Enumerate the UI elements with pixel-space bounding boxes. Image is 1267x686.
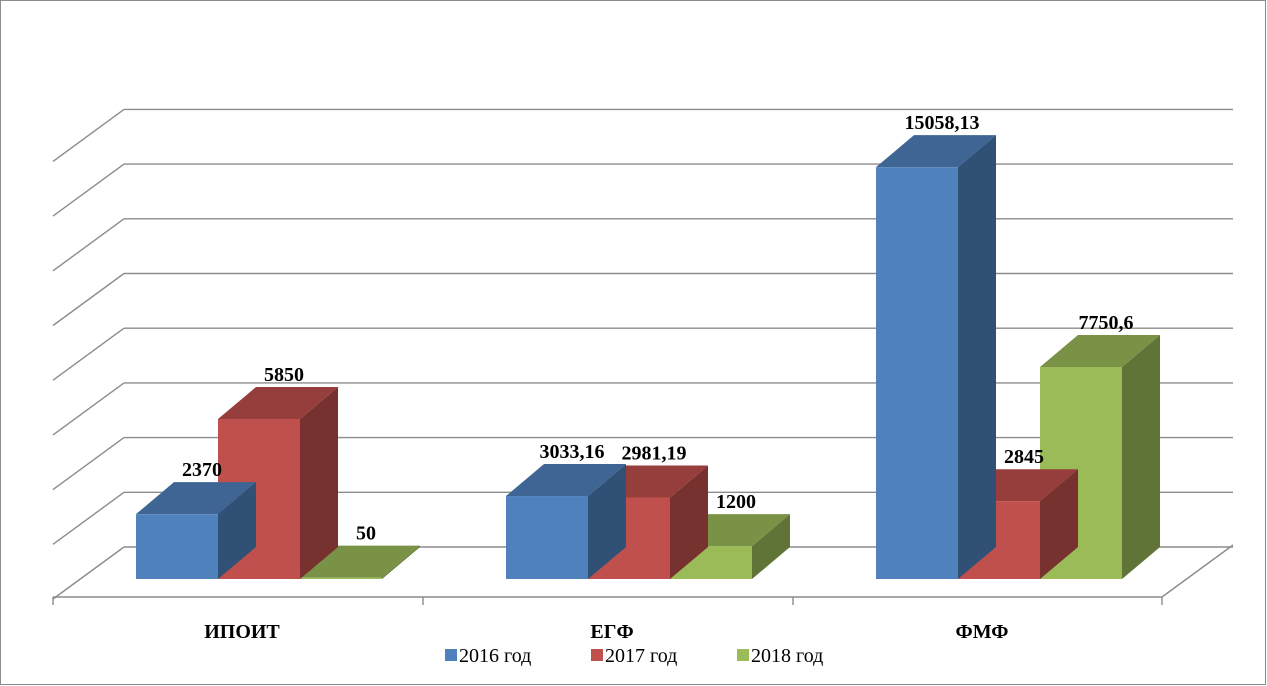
gridline-side <box>52 163 125 217</box>
data-label-2017-год-егф: 2981,19 <box>622 442 687 464</box>
bar-2017-год-ипоит-side <box>300 387 338 579</box>
bar-2016-год-ипоит-top <box>136 482 256 515</box>
gridline-side <box>52 437 125 491</box>
category-label-егф: ЕГФ <box>590 621 633 643</box>
legend: 2016 год 2017 год 2018 год <box>445 645 823 667</box>
category-label-фмф: ФМФ <box>956 621 1009 643</box>
data-label-2017-год-ипоит: 5850 <box>264 364 304 386</box>
bar-2016-год-егф <box>506 496 588 579</box>
bar-2018-год-егф-side <box>752 514 790 579</box>
gridline-side <box>52 327 125 381</box>
data-label-2018-год-ипоит: 50 <box>356 523 376 545</box>
bar-2018-год-ипоит <box>300 577 382 579</box>
bars <box>136 135 1160 579</box>
legend-label-2018-год: 2018 год <box>751 645 823 667</box>
gridline-side <box>52 218 125 272</box>
bar-2016-год-ипоит-side <box>218 482 256 579</box>
data-label-2018-год-фмф: 7750,6 <box>1079 312 1134 334</box>
legend-label-2016-год: 2016 год <box>459 645 531 667</box>
bar-2016-год-егф-side <box>588 464 626 579</box>
category-labels: ИПОИТ ЕГФ ФМФ <box>204 621 1008 643</box>
gridline-side <box>52 491 125 545</box>
bar-2017-год-ипоит-top <box>218 387 338 420</box>
data-label-2018-год-егф: 1200 <box>716 491 756 513</box>
floor-right-edge <box>1161 544 1234 598</box>
gridline-side <box>52 382 125 436</box>
bar-2016-год-ипоит <box>136 514 218 579</box>
bar-2018-год-фмф-side <box>1122 335 1160 579</box>
gridline-side <box>52 108 125 162</box>
gridline-side <box>52 272 125 327</box>
legend-swatch-2018-год <box>737 649 749 661</box>
bar-2017-год-фмф-side <box>1040 469 1078 579</box>
bar-2016-год-фмф <box>876 167 958 579</box>
bar-2018-год-ипоит-side <box>382 545 420 579</box>
data-labels: 2370 5850 50 3033,16 2981,19 1200 15058,13 2845… <box>182 112 1134 544</box>
bar-2017-год-егф-side <box>670 465 708 579</box>
category-label-ипоит: ИПОИТ <box>204 621 280 643</box>
x-axis <box>52 544 1234 605</box>
bar-2016-год-егф-top <box>506 464 626 497</box>
data-label-2016-год-егф: 3033,16 <box>540 441 605 463</box>
legend-label-2017-год: 2017 год <box>605 645 677 667</box>
legend-swatch-2016-год <box>445 649 457 661</box>
bar-2018-год-фмф-top <box>1040 335 1160 368</box>
gridline-side <box>52 546 125 600</box>
data-label-2016-год-ипоит: 2370 <box>182 459 222 481</box>
data-label-2017-год-фмф: 2845 <box>1004 446 1044 468</box>
data-label-2016-год-фмф: 15058,13 <box>905 112 980 134</box>
bar-2016-год-фмф-top <box>876 135 996 168</box>
bar-2016-год-фмф-side <box>958 135 996 579</box>
legend-swatch-2017-год <box>591 649 603 661</box>
